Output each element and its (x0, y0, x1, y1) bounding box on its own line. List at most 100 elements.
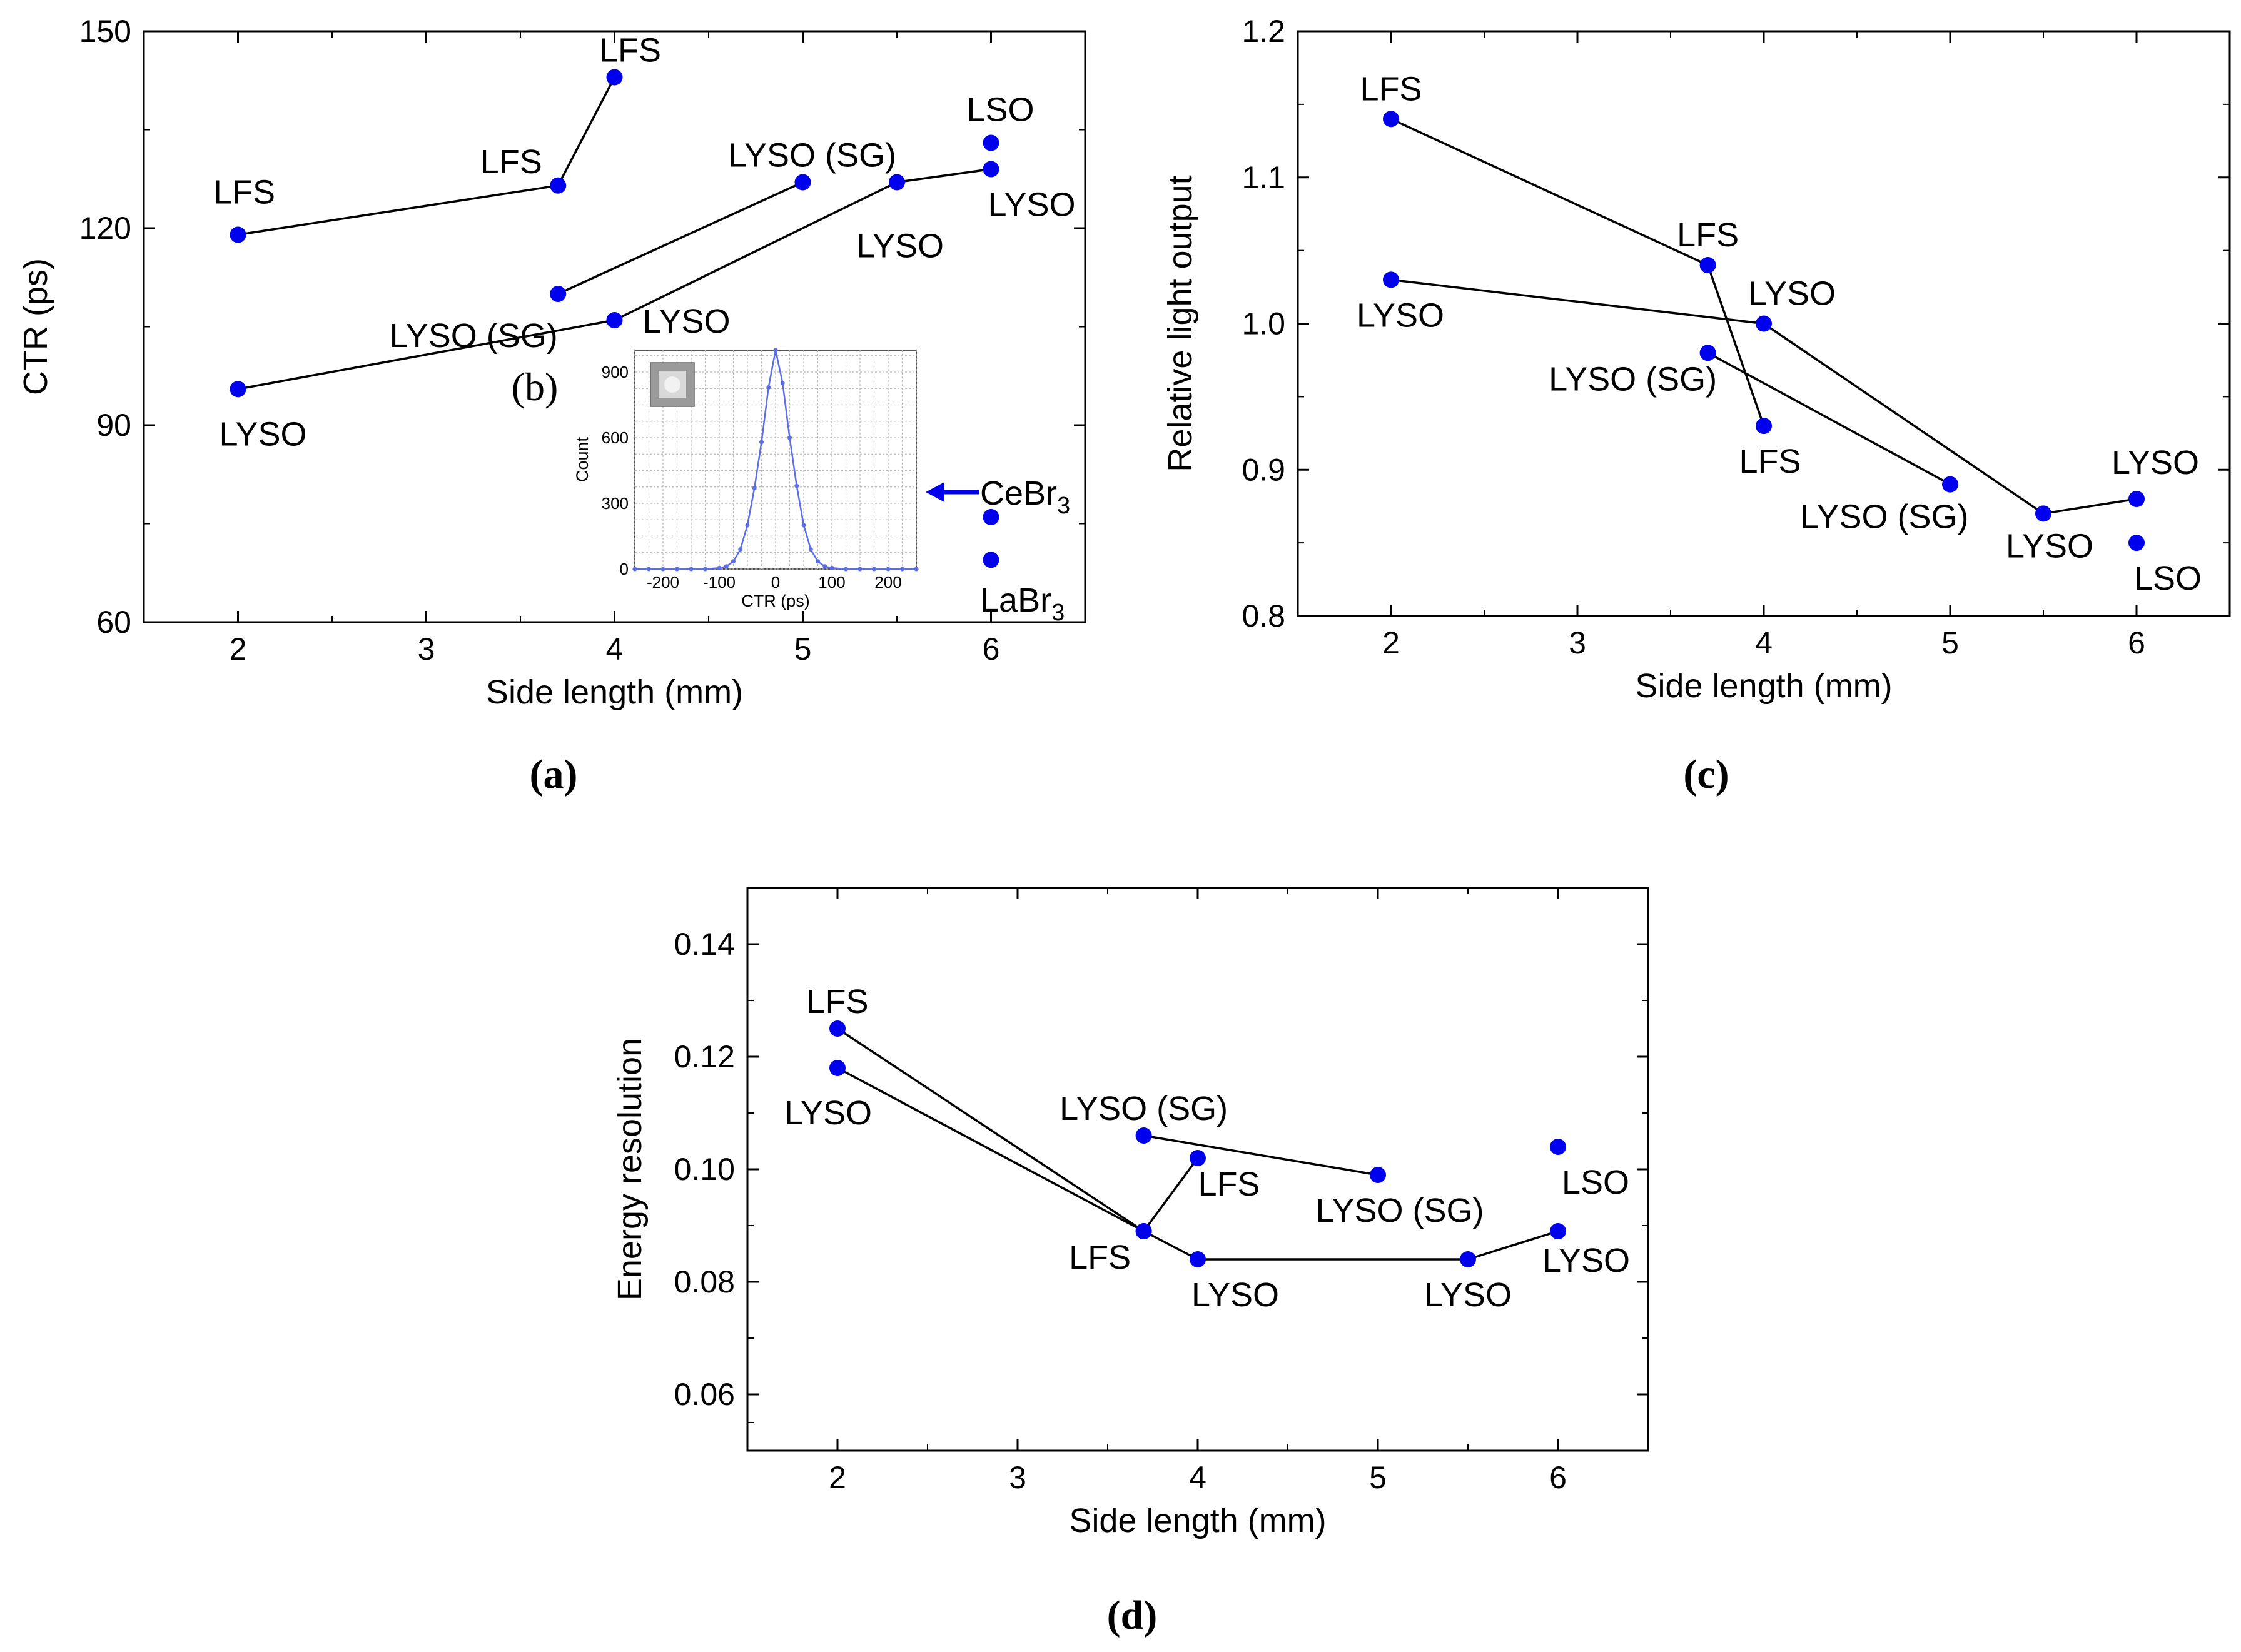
x-tick-label: 2 (829, 1460, 846, 1495)
inset-y-tick-label: 300 (602, 494, 629, 513)
inset-point (886, 567, 891, 572)
inset-point (787, 435, 792, 440)
inset-x-tick-label: -200 (647, 573, 679, 592)
point-label: LYSO (219, 415, 306, 453)
data-point (550, 286, 567, 302)
data-point (1699, 345, 1716, 361)
point-label: LYSO (SG) (1800, 498, 1968, 536)
inset-point (900, 567, 904, 572)
y-tick-label: 60 (96, 605, 131, 640)
y-tick-label: 0.08 (674, 1264, 735, 1299)
inset-point (724, 564, 729, 569)
y-tick-label: 0.06 (674, 1377, 735, 1412)
inset-point (780, 381, 785, 385)
point-label: LYSO (SG) (1549, 360, 1717, 398)
data-point (2035, 505, 2051, 522)
inset-point (675, 567, 679, 572)
y-tick-label: 1.1 (1242, 160, 1285, 195)
point-label: LSO (1562, 1164, 1629, 1201)
data-point (1190, 1150, 1206, 1166)
point-label: LFS (806, 983, 868, 1020)
series-line-lyso (238, 168, 991, 390)
point-label: LYSO (1542, 1242, 1630, 1279)
inset-point (745, 523, 750, 528)
point-label: LYSO (784, 1094, 872, 1132)
inset-point (738, 547, 743, 552)
data-point (1370, 1167, 1386, 1183)
data-point (983, 509, 999, 525)
y-tick-label: 150 (79, 14, 131, 49)
y-tick-label: 0.9 (1242, 452, 1285, 487)
inset-y-tick-label: 900 (602, 363, 629, 381)
inset-point (752, 486, 757, 490)
data-point (606, 312, 623, 328)
inset-point (872, 567, 876, 572)
x-tick-label: 2 (230, 632, 247, 667)
data-point (2128, 491, 2145, 507)
panel-d: 2 3 4 5 6 0.06 0.08 0.10 0.12 0.14 Side length (mm… (611, 887, 1649, 1638)
inset-point (766, 385, 771, 390)
inset-y-tick-label: 600 (602, 428, 629, 447)
data-point (2128, 535, 2145, 552)
y-tick-label: 1.0 (1242, 306, 1285, 341)
data-point (794, 174, 811, 191)
point-label: LFS (1069, 1239, 1131, 1276)
data-point (606, 69, 623, 86)
x-tick-label: 5 (1941, 625, 1959, 660)
inset-point (731, 559, 736, 564)
inset-y-tick-label: 0 (620, 560, 629, 578)
point-label: LYSO (1424, 1276, 1512, 1314)
inset-point (844, 567, 848, 572)
labr-label: LaBr3 (980, 582, 1065, 626)
x-tick-label: 6 (983, 632, 1000, 667)
series-line-lyso-sg- (557, 181, 804, 295)
inset-point (816, 559, 820, 564)
y-tick-label: 0.14 (674, 927, 735, 962)
inset-x-tick-label: 0 (771, 573, 780, 592)
inset-x-label: CTR (ps) (741, 592, 810, 610)
data-point (1383, 271, 1399, 288)
data-point (1550, 1223, 1566, 1239)
point-label: LYSO (1191, 1276, 1279, 1314)
point-label: LYSO (SG) (728, 137, 896, 174)
data-point (1699, 257, 1716, 273)
data-point (983, 161, 999, 178)
series-line-lyso (1390, 278, 2137, 515)
panel-caption: (a) (530, 752, 578, 797)
data-point (1190, 1251, 1206, 1267)
panel-c: 2 3 4 5 6 0.8 0.9 1.0 1.1 1.2 Side length (mm) Rela… (1161, 14, 2231, 797)
y-tick-label: 1.2 (1242, 14, 1285, 49)
y-tick-label: 0.12 (674, 1039, 735, 1074)
y-axis-label: CTR (ps) (17, 258, 54, 395)
panel-a: 2 3 4 5 6 60 90 120 150 Side length (mm) CTR (ps) L… (17, 14, 1086, 797)
x-tick-label: 6 (1549, 1460, 1567, 1495)
inset-point (660, 567, 665, 572)
point-label: LYSO (2112, 444, 2199, 481)
point-label: LYSO (1357, 296, 1444, 334)
inset-point (801, 523, 806, 528)
data-point (829, 1060, 846, 1076)
y-tick-label: 120 (79, 211, 131, 246)
point-label: LFS (1360, 70, 1422, 108)
data-point (1942, 476, 1958, 493)
inset-point (794, 483, 799, 488)
data-point (983, 552, 999, 568)
inset-point (689, 567, 694, 572)
y-axis-label: Relative light output (1161, 175, 1199, 471)
x-axis-label: Side length (mm) (1635, 667, 1892, 705)
cebr-label: CeBr3 (980, 475, 1070, 519)
point-label: LFS (1677, 216, 1739, 254)
point-label: LYSO (SG) (1315, 1192, 1484, 1229)
thumbnail-core (664, 376, 680, 393)
point-label: LFS (480, 143, 542, 181)
x-tick-label: 5 (1369, 1460, 1387, 1495)
x-tick-label: 4 (1189, 1460, 1206, 1495)
inset-point (647, 567, 651, 572)
inset-y-label: Count (573, 436, 592, 482)
point-label: LFS (599, 32, 661, 69)
inset-point (822, 564, 827, 569)
data-point (230, 381, 246, 398)
inset-point (773, 348, 778, 353)
